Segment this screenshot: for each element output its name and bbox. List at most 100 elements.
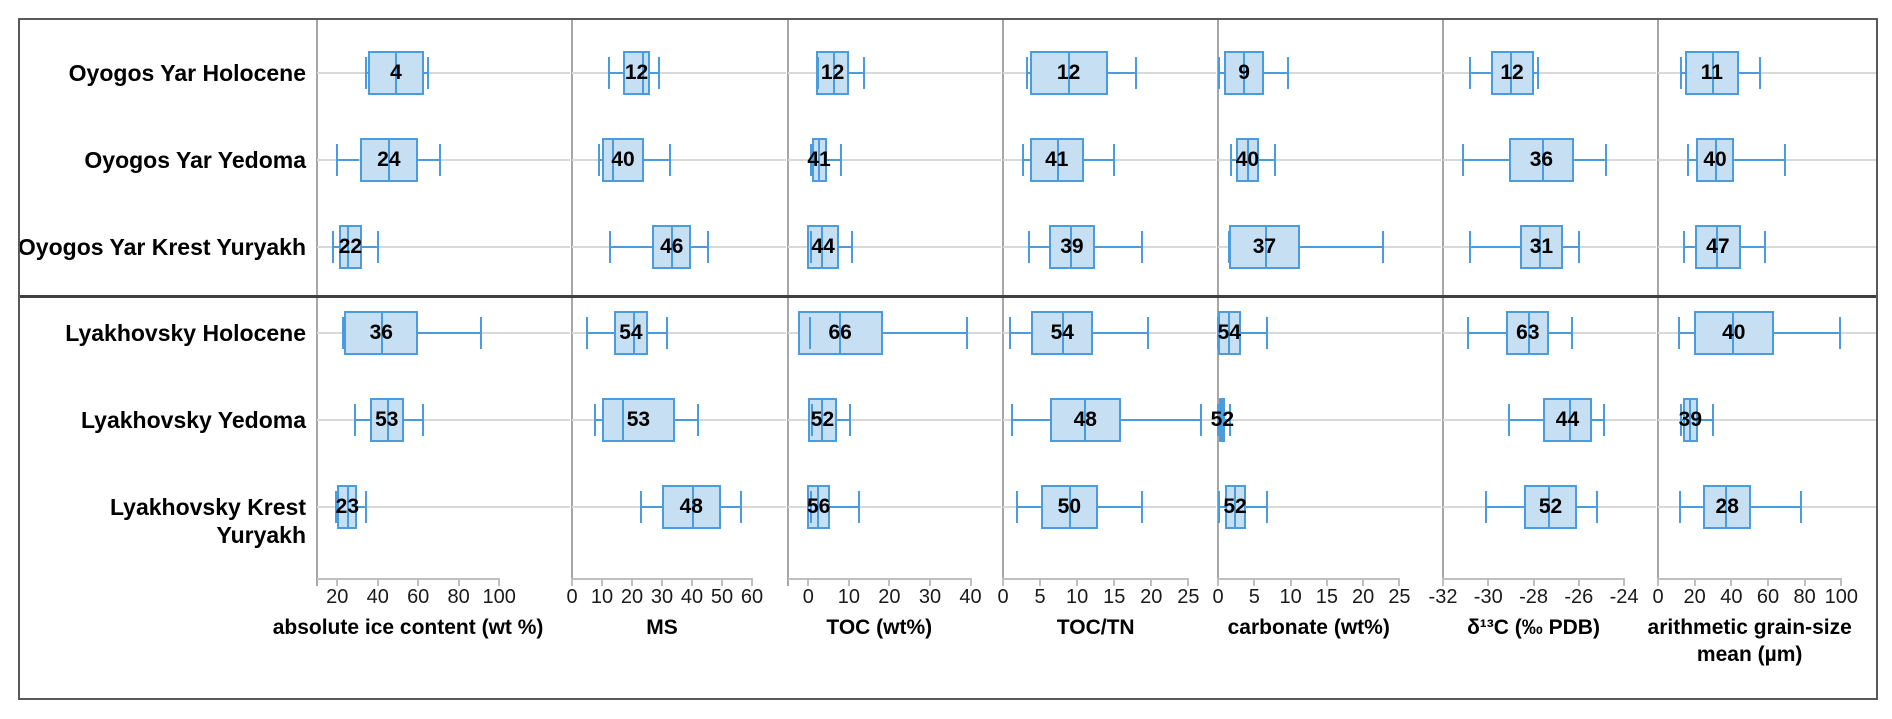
whisker-line-left <box>1010 332 1032 334</box>
whisker-cap-left <box>364 57 367 89</box>
whisker-cap-right <box>1274 144 1277 176</box>
tick-label: -30 <box>1473 586 1503 608</box>
tick-label: 10 <box>590 586 614 608</box>
whisker-cap-left <box>1009 317 1012 349</box>
whisker-cap-right <box>439 144 442 176</box>
whisker-cap-right <box>666 317 669 349</box>
box <box>1029 138 1084 182</box>
axis-tick <box>601 578 603 586</box>
whisker-line-right <box>1549 332 1572 334</box>
tick-label: -32 <box>1428 586 1458 608</box>
x-axis-line <box>1218 578 1400 580</box>
sample-count-label: 53 <box>626 408 651 431</box>
whisker-line-right <box>836 419 851 421</box>
axis-tick <box>1767 578 1769 586</box>
sample-count-label: 52 <box>810 408 835 431</box>
sample-count-label: 44 <box>811 235 835 258</box>
whisker-line-left <box>641 506 662 508</box>
whisker-line-left <box>608 72 623 74</box>
sample-count-label: 48 <box>1073 408 1097 431</box>
box <box>1519 225 1563 269</box>
whisker-cap-right <box>739 491 742 523</box>
whisker-line-right <box>882 332 968 334</box>
whisker-cap-left <box>808 317 811 349</box>
median-line <box>1725 485 1728 529</box>
axis-tick <box>1398 578 1401 586</box>
whisker-cap-right <box>1838 317 1841 349</box>
sample-count-label: 52 <box>1538 495 1563 518</box>
whisker-cap-right <box>376 231 379 263</box>
whisker-line-right <box>1562 246 1579 248</box>
axis-title: carbonate (wt%) <box>1227 616 1390 639</box>
median-line <box>821 225 824 269</box>
whisker-cap-left <box>640 491 642 523</box>
whisker-cap-left <box>1683 231 1686 263</box>
whisker-cap-left <box>1469 57 1472 89</box>
tick-label: 40 <box>959 586 982 608</box>
whisker-cap-right <box>1577 231 1580 263</box>
whisker-line-right <box>418 332 481 334</box>
whisker-cap-left <box>809 491 812 523</box>
whisker-line-right <box>691 246 708 248</box>
median-line <box>820 398 823 442</box>
median-line <box>1246 138 1249 182</box>
sample-count-label: 40 <box>611 148 635 171</box>
axis-tick <box>1362 578 1365 586</box>
sample-count-label: 41 <box>1045 148 1069 171</box>
tick-label: 60 <box>740 586 764 608</box>
whisker-cap-right <box>1141 491 1144 523</box>
tick-label: -26 <box>1564 586 1594 608</box>
x-axis-line <box>317 578 500 580</box>
sample-count-label: 11 <box>1700 61 1723 84</box>
whisker-line-left <box>1470 72 1491 74</box>
axis-tick <box>1217 578 1219 586</box>
whisker-cap-left <box>1016 491 1019 523</box>
whisker-line-left <box>1027 72 1030 74</box>
whisker-cap-left <box>1679 404 1682 436</box>
whisker-line-right <box>849 72 865 74</box>
whisker-line-left <box>1011 419 1050 421</box>
axis-tick <box>1253 578 1256 586</box>
whisker-line-right <box>826 159 841 161</box>
whisker-cap-left <box>354 404 357 436</box>
tick-label: 30 <box>650 586 674 608</box>
box <box>369 398 404 442</box>
tick-label: 80 <box>447 586 470 608</box>
sample-count-label: 54 <box>619 321 643 344</box>
whisker-line-right <box>1083 159 1115 161</box>
axis-tick <box>721 578 723 586</box>
gridline <box>317 72 570 74</box>
whisker-line-right <box>647 332 668 334</box>
whisker-cap-left <box>1218 491 1221 523</box>
tick-label: 0 <box>566 586 578 608</box>
whisker-cap-left <box>332 231 335 263</box>
box <box>337 485 358 529</box>
whisker-cap-right <box>857 491 860 523</box>
whisker-line-right <box>1533 72 1539 74</box>
row-label: Lyakhovsky Holocene <box>65 320 306 346</box>
whisker-line-left <box>1023 159 1030 161</box>
box <box>815 51 850 95</box>
axis-title: absolute ice content (wt %) <box>272 616 544 639</box>
median-line <box>1070 225 1073 269</box>
axis-tick <box>457 578 460 586</box>
whisker-cap-left <box>598 144 600 176</box>
whisker-line-right <box>829 506 859 508</box>
whisker-cap-right <box>1800 491 1803 523</box>
median-line <box>612 138 615 182</box>
whisker-line-left <box>1679 506 1704 508</box>
tick-label: 15 <box>1103 586 1126 608</box>
whisker-line-left <box>1486 506 1525 508</box>
axis-tick <box>969 578 972 586</box>
axis-tick <box>1039 578 1042 586</box>
tick-label: 0 <box>1212 586 1224 608</box>
box <box>614 311 648 355</box>
sample-count-label: 56 <box>806 495 831 518</box>
whisker-cap-right <box>658 57 660 89</box>
whisker-line-right <box>357 506 366 508</box>
whisker-cap-left <box>342 317 345 349</box>
whisker-line-right <box>720 506 741 508</box>
whisker-cap-left <box>810 404 813 436</box>
median-line <box>1067 51 1070 95</box>
